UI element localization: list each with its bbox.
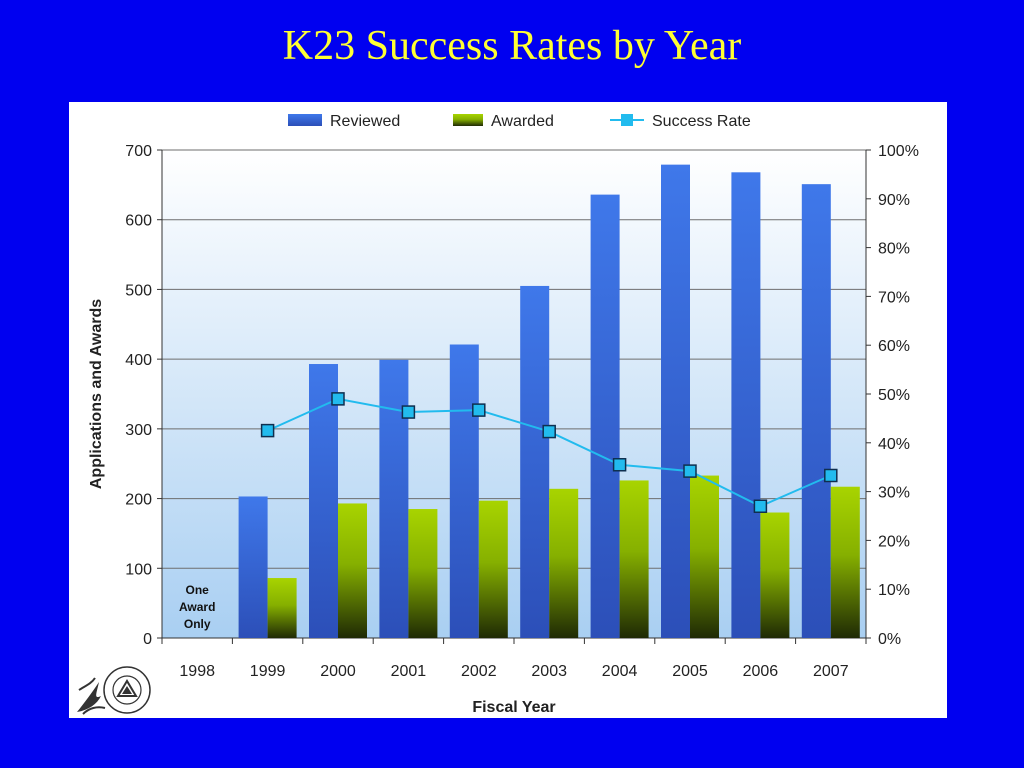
bar-awarded [478, 500, 508, 638]
x-tick-label: 2002 [461, 663, 497, 680]
x-tick-label: 1999 [250, 663, 286, 680]
y-axis-title: Applications and Awards [88, 299, 105, 489]
slide-title: K23 Success Rates by Year [282, 23, 742, 69]
bar-reviewed [449, 344, 479, 638]
y-tick-label: 500 [125, 282, 152, 299]
x-axis-title: Fiscal Year [472, 699, 555, 716]
bar-awarded [690, 475, 719, 638]
x-tick-label: 2006 [743, 663, 779, 680]
bar-reviewed [379, 359, 409, 638]
hhs-eagle-logo [77, 677, 106, 715]
x-tick-label: 2003 [531, 663, 567, 680]
y-tick-label: 600 [125, 213, 152, 230]
legend-label: Reviewed [330, 113, 400, 130]
y-tick-label: 700 [125, 143, 152, 160]
success-rate-marker [401, 405, 416, 419]
hhs-nih-logos [77, 666, 151, 715]
y2-tick-label: 40% [878, 436, 910, 453]
y2-tick-label: 0% [878, 631, 901, 648]
bar-awarded [549, 488, 579, 638]
y-tick-label: 300 [125, 422, 152, 439]
y-tick-label: 0 [143, 631, 152, 648]
success-rate-marker [331, 392, 345, 406]
legend-label: Success Rate [652, 113, 751, 130]
y2-tick-label: 100% [878, 143, 919, 160]
success-rate-marker [542, 424, 556, 439]
x-tick-label: 2005 [672, 663, 708, 680]
bar-awarded [760, 512, 790, 638]
y2-tick-label: 30% [878, 485, 910, 502]
y2-tick-label: 90% [878, 192, 910, 209]
y2-tick-label: 50% [878, 387, 910, 404]
success-rate-marker [824, 468, 838, 483]
bar-reviewed [238, 496, 268, 638]
bar-reviewed [520, 285, 550, 638]
legend-swatch-marker [621, 114, 633, 126]
bar-awarded [267, 578, 297, 638]
bar-awarded [619, 480, 649, 638]
bar-reviewed [731, 172, 761, 638]
y2-tick-label: 10% [878, 582, 910, 599]
y2-tick-label: 80% [878, 241, 910, 258]
legend-swatch [453, 114, 483, 126]
annotation-text: One [186, 583, 210, 597]
annotation-text: Award [179, 600, 215, 614]
y-tick-label: 400 [125, 352, 152, 369]
x-tick-label: 2004 [602, 663, 638, 680]
success-rate-marker [472, 403, 486, 417]
y2-tick-label: 70% [878, 289, 910, 306]
legend-label: Awarded [491, 113, 554, 130]
legend-swatch [288, 114, 322, 126]
success-rate-marker [612, 458, 627, 472]
annotation-text: Only [184, 617, 211, 631]
y-tick-label: 200 [125, 492, 152, 509]
x-tick-label: 2007 [813, 663, 849, 680]
bar-reviewed [590, 194, 620, 639]
success-rate-marker [683, 464, 697, 478]
y2-tick-label: 60% [878, 338, 910, 355]
bar-awarded [408, 509, 438, 638]
success-rate-marker [753, 499, 768, 513]
bar-awarded [338, 503, 367, 638]
y2-tick-label: 20% [878, 533, 910, 550]
bar-reviewed [661, 164, 690, 638]
x-tick-label: 2001 [391, 663, 427, 680]
combo-chart: 0 100 200 300 400 500 600 700 0% 10% 20% 30% 40% 50% 6… [77, 113, 919, 716]
chart-panel: 0 100 200 300 400 500 600 700 0% 10% 20% 30% 40% 50% 6… [69, 102, 947, 718]
success-rate-marker [260, 423, 275, 438]
x-tick-label: 1998 [179, 663, 215, 680]
nih-seal-logo [103, 666, 151, 714]
y-tick-label: 100 [125, 561, 152, 578]
x-tick-label: 2000 [320, 663, 356, 680]
bar-awarded [830, 486, 860, 638]
bar-reviewed [801, 184, 831, 638]
